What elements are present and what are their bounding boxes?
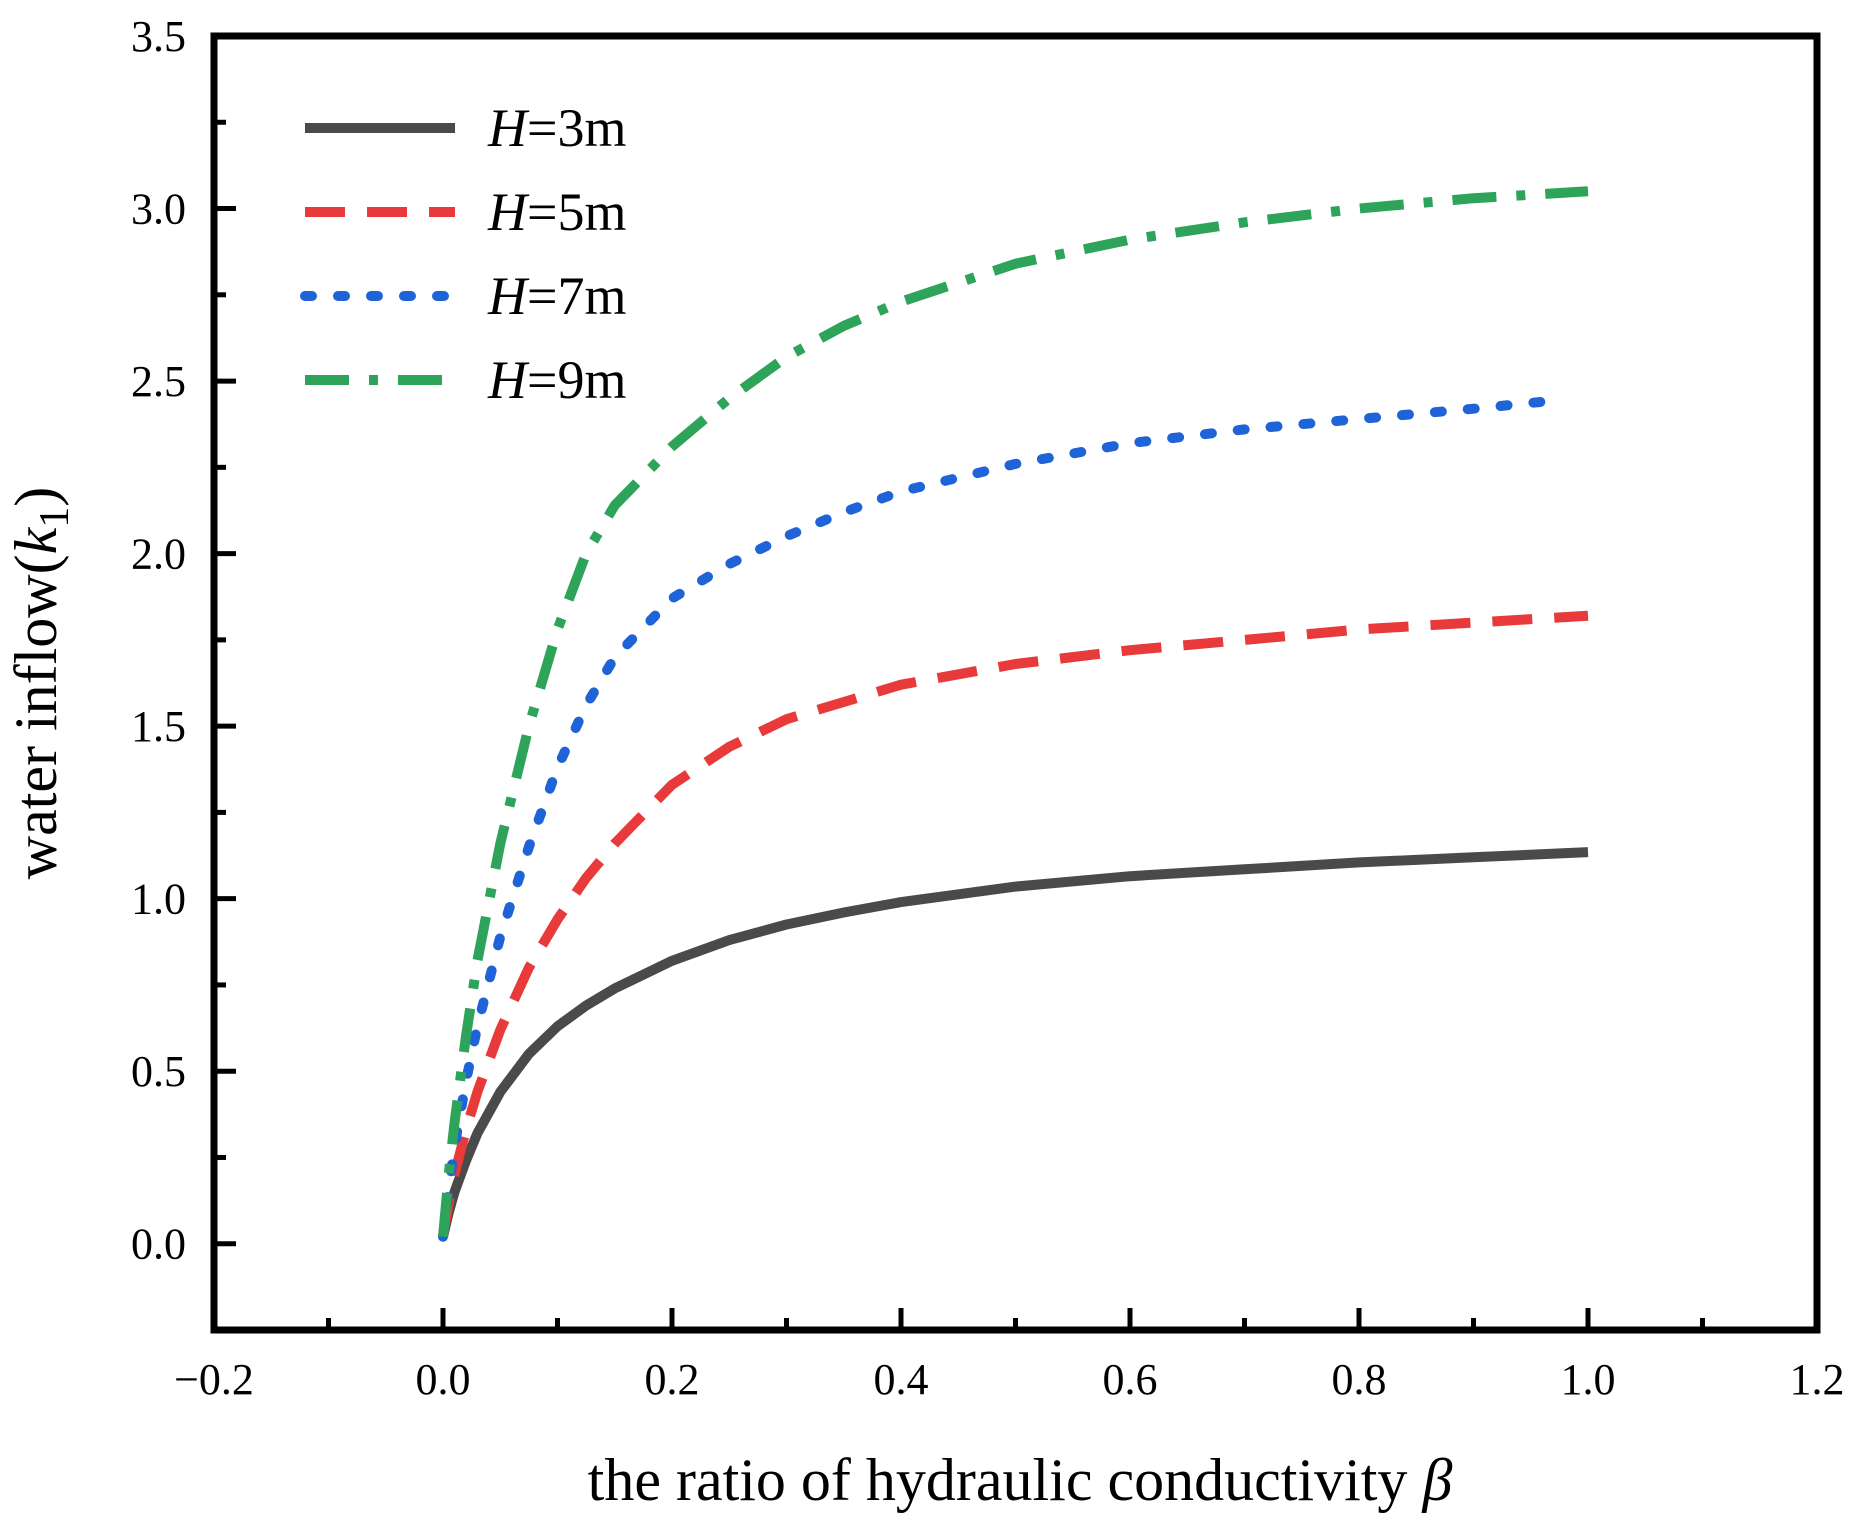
legend-label: H=3m (487, 98, 626, 158)
y-tick-label: 0.0 (131, 1220, 186, 1269)
legend-label: H=7m (487, 266, 626, 326)
y-axis-title: water inflow(k1) (3, 487, 78, 880)
y-tick-label: 1.5 (131, 702, 186, 751)
y-tick-label: 3.0 (131, 185, 186, 234)
plot-frame (210, 32, 1821, 1334)
legend-label: H=9m (487, 350, 626, 410)
legend-label: H=5m (487, 182, 626, 242)
x-tick-label: 0.6 (1103, 1355, 1158, 1404)
legend: H=3m H=5m H=7m H=9m (300, 98, 626, 410)
x-tick-label: 0.4 (874, 1355, 929, 1404)
x-tick-label: 0.8 (1332, 1355, 1387, 1404)
series-line-h-3m (438, 847, 1589, 1238)
y-tick-label: 2.5 (131, 357, 186, 406)
y-tick-labels: 0.0 0.5 1.0 1.5 2.0 2.5 3.0 3.5 (131, 12, 186, 1269)
series-line-h-9m (438, 186, 1589, 1238)
y-tick-label: 3.5 (131, 12, 186, 61)
x-tick-label: 0.2 (645, 1355, 700, 1404)
series-line-h-7m (438, 396, 1548, 1242)
x-tick-label: −0.2 (174, 1355, 254, 1404)
x-tick-labels: −0.2 0.0 0.2 0.4 0.6 0.8 1.0 1.2 (174, 1355, 1844, 1404)
x-tick-label: 1.2 (1790, 1355, 1845, 1404)
y-tick-label: 1.0 (131, 875, 186, 924)
x-tick-label: 1.0 (1561, 1355, 1616, 1404)
series-lines (438, 186, 1589, 1242)
y-tick-label: 0.5 (131, 1047, 186, 1096)
series-line-h-5m (438, 610, 1589, 1238)
x-axis-title: the ratio of hydraulic conductivity β (588, 1447, 1453, 1513)
y-tick-label: 2.0 (131, 530, 186, 579)
x-tick-label: 0.0 (416, 1355, 471, 1404)
